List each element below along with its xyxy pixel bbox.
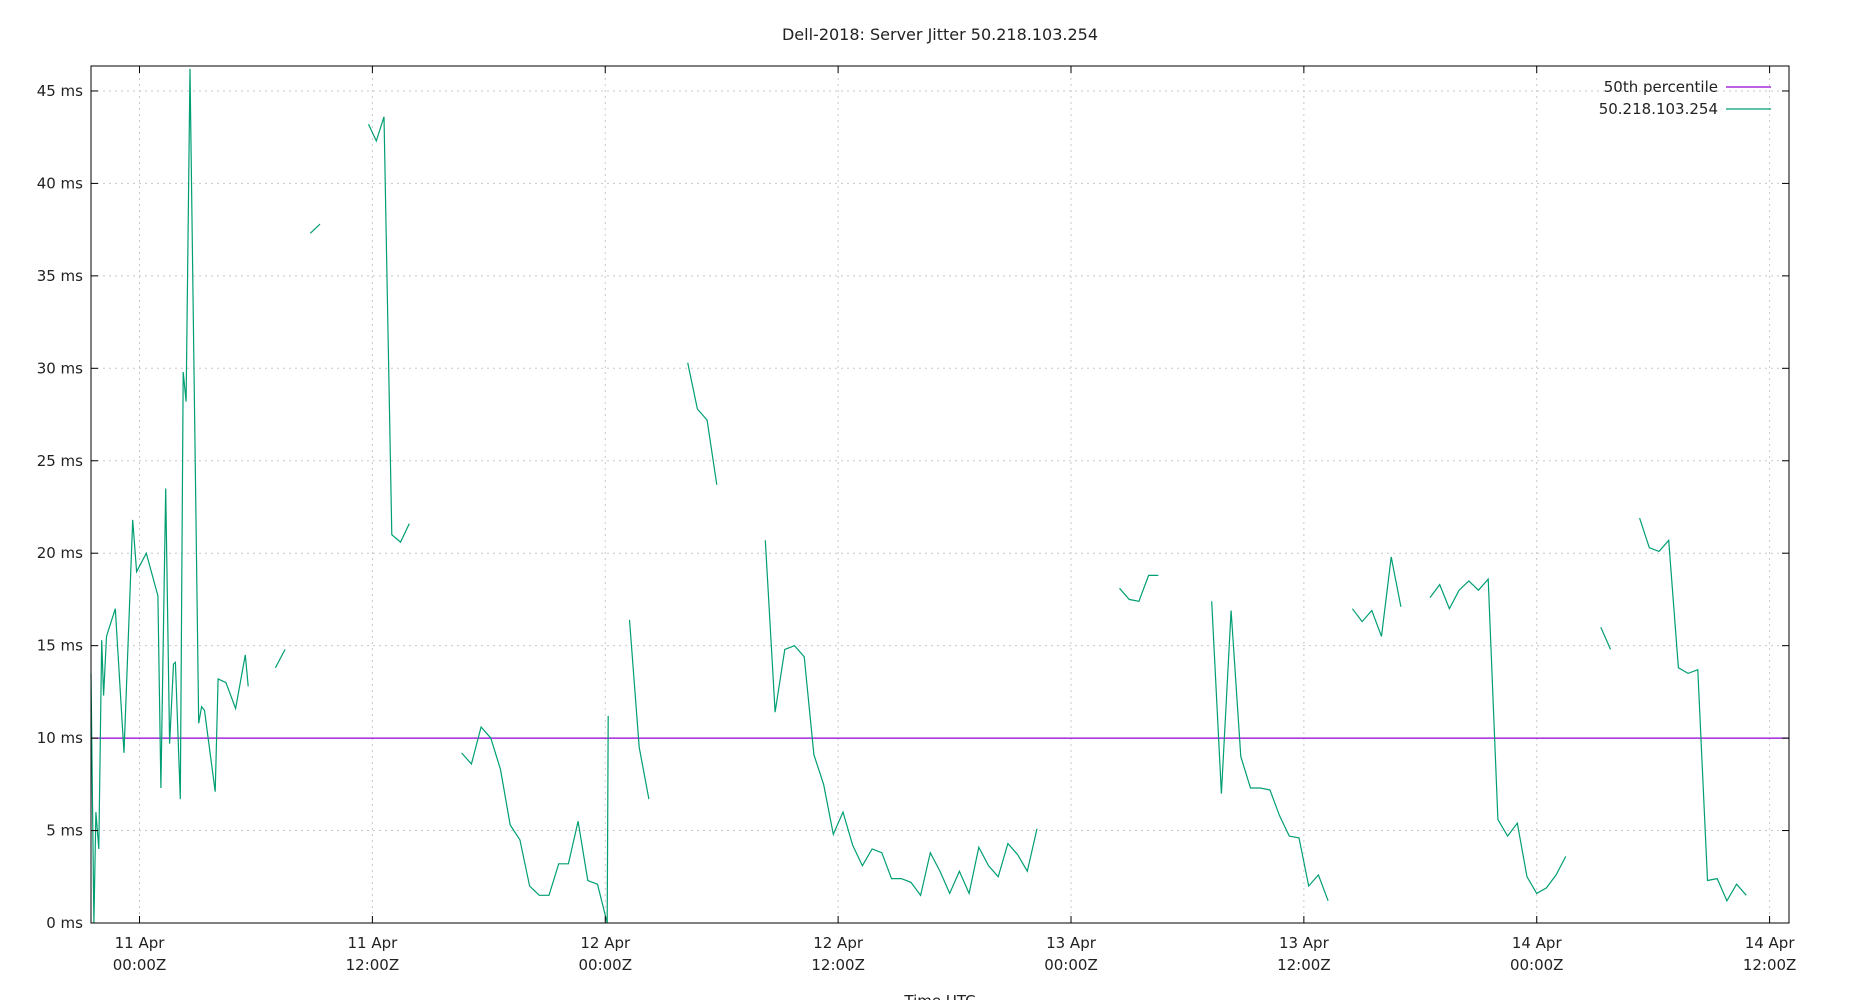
- grid-lines: [91, 66, 1789, 923]
- legend: 50th percentile 50.218.103.254: [1599, 78, 1771, 118]
- x-tick-label-date: 14 Apr: [1745, 934, 1796, 952]
- y-tick-label: 30 ms: [37, 359, 83, 377]
- x-tick-label-time: 00:00Z: [113, 956, 167, 974]
- x-tick-label-date: 13 Apr: [1046, 934, 1097, 952]
- jitter-line-segment: [628, 619, 650, 800]
- jitter-line-segment: [1639, 517, 1747, 903]
- y-axis-ticks: 0 ms 5 ms 10 ms 15 ms 20 ms 25 ms 30 ms 35 ms 40…: [37, 82, 1789, 932]
- plot-frame: [90, 65, 1790, 924]
- x-tick-label-time: 00:00Z: [1510, 956, 1564, 974]
- y-tick-label: 35 ms: [37, 267, 83, 285]
- x-tick-label-date: 13 Apr: [1279, 934, 1330, 952]
- jitter-line-segment: [687, 362, 718, 485]
- x-tick-label-time: 00:00Z: [1044, 956, 1098, 974]
- jitter-line-segment: [1600, 626, 1612, 650]
- x-tick-label-time: 12:00Z: [1277, 956, 1331, 974]
- y-tick-label: 0 ms: [46, 914, 83, 932]
- x-tick-label-date: 11 Apr: [347, 934, 398, 952]
- jitter-line-segment: [1211, 601, 1329, 902]
- jitter-line-segment: [309, 223, 321, 234]
- x-tick-label-date: 12 Apr: [580, 934, 631, 952]
- jitter-line-segment: [1429, 577, 1567, 895]
- x-tick-label-time: 12:00Z: [1743, 956, 1797, 974]
- jitter-line-segment: [1119, 574, 1159, 602]
- jitter-line-segment: [764, 540, 1038, 897]
- jitter-line-segment: [1351, 556, 1402, 637]
- jitter-line-segment: [90, 68, 249, 924]
- x-axis-ticks: 11 Apr 00:00Z 11 Apr 12:00Z 12 Apr 00:00Z 12 A…: [113, 66, 1797, 974]
- y-tick-label: 10 ms: [37, 729, 83, 747]
- y-tick-label: 25 ms: [37, 452, 83, 470]
- chart-title: Dell-2018: Server Jitter 50.218.103.254: [782, 25, 1098, 44]
- x-tick-label-time: 00:00Z: [578, 956, 632, 974]
- y-tick-label: 20 ms: [37, 544, 83, 562]
- legend-label-server: 50.218.103.254: [1599, 100, 1718, 118]
- jitter-line-segment: [461, 715, 609, 924]
- legend-label-percentile: 50th percentile: [1604, 78, 1718, 96]
- x-tick-label-time: 12:00Z: [811, 956, 865, 974]
- y-tick-label: 40 ms: [37, 174, 83, 192]
- x-tick-label-date: 11 Apr: [115, 934, 166, 952]
- x-tick-label-date: 12 Apr: [813, 934, 864, 952]
- x-tick-label-date: 14 Apr: [1512, 934, 1563, 952]
- y-tick-label: 5 ms: [46, 822, 83, 840]
- jitter-line-segment: [367, 116, 410, 544]
- x-tick-label-time: 12:00Z: [346, 956, 400, 974]
- y-tick-label: 15 ms: [37, 637, 83, 655]
- y-tick-label: 45 ms: [37, 82, 83, 100]
- jitter-line-segment: [274, 649, 286, 669]
- x-axis-label: Time UTC: [903, 992, 975, 1000]
- series-lines: [90, 68, 1789, 924]
